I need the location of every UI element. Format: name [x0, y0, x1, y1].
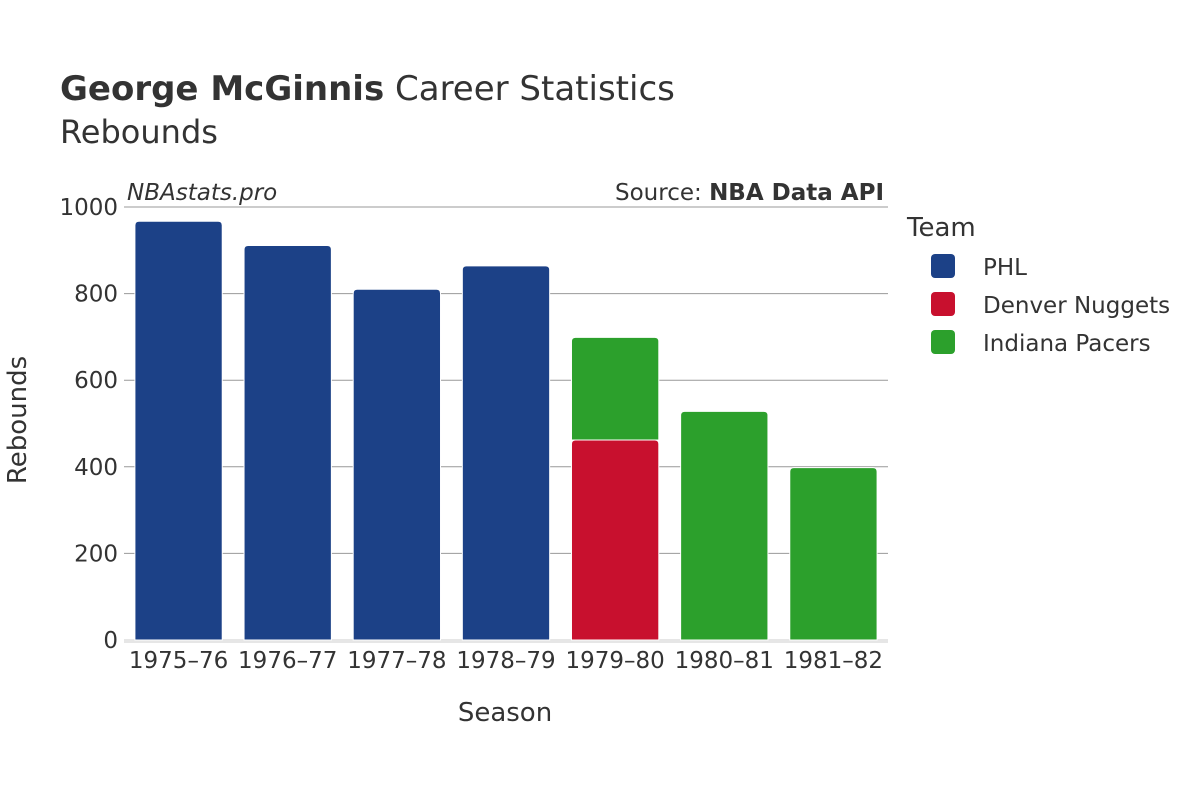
y-tick-label: 0 — [103, 628, 118, 654]
legend-swatch-indiana-pacers — [931, 330, 955, 354]
bars — [134, 220, 878, 641]
source-prefix: Source: — [615, 180, 709, 206]
bar-indiana-pacers-1981–82 — [789, 467, 878, 641]
y-tick-label: 400 — [74, 455, 118, 481]
y-tick-labels: 0 200 400 600 800 1000 — [59, 195, 118, 654]
source-label: Source: NBA Data API — [615, 180, 884, 206]
legend-label: Denver Nuggets — [983, 293, 1170, 319]
legend-swatch-phl — [931, 254, 955, 278]
source-name: NBA Data API — [709, 180, 884, 206]
bar-denver-nuggets-1979–80 — [570, 439, 660, 641]
chart-title-bold: George McGinnis — [60, 69, 384, 109]
x-tick-label: 1979–80 — [565, 648, 664, 674]
x-axis-label: Season — [458, 698, 552, 728]
bar-phl-1978–79 — [461, 265, 551, 641]
bar-indiana-pacers-1980–81 — [680, 410, 769, 641]
chart-title: George McGinnis Career Statistics — [60, 69, 675, 109]
x-tick-label: 1981–82 — [784, 648, 883, 674]
y-tick-label: 1000 — [59, 195, 118, 221]
x-tick-label: 1976–77 — [238, 648, 337, 674]
x-tick-label: 1977–78 — [347, 648, 446, 674]
legend: Team PHL Denver Nuggets Indiana Pacers — [906, 213, 1170, 357]
chart-subtitle: Rebounds — [60, 113, 218, 151]
x-tick-label: 1975–76 — [129, 648, 228, 674]
y-axis-label: Rebounds — [3, 356, 33, 484]
y-tick-label: 200 — [74, 541, 118, 567]
chart-title-rest: Career Statistics — [384, 69, 675, 109]
bar-phl-1977–78 — [352, 288, 442, 641]
bar-phl-1975–76 — [134, 220, 223, 641]
legend-swatch-denver-nuggets — [931, 292, 955, 316]
x-tick-label: 1980–81 — [675, 648, 774, 674]
legend-title: Team — [906, 213, 976, 243]
x-tick-label: 1978–79 — [456, 648, 555, 674]
bar-indiana-pacers-1979–80 — [570, 336, 660, 441]
y-tick-label: 800 — [74, 282, 118, 308]
bar-phl-1976–77 — [243, 245, 332, 641]
legend-label: PHL — [983, 255, 1027, 281]
y-tick-label: 600 — [74, 368, 118, 394]
x-tick-labels: 1975–76 1976–77 1977–78 1978–79 1979–80 1980–… — [129, 648, 883, 674]
legend-items: PHL Denver Nuggets Indiana Pacers — [931, 254, 1170, 357]
watermark: NBAstats.pro — [127, 180, 277, 206]
legend-label: Indiana Pacers — [983, 331, 1151, 357]
